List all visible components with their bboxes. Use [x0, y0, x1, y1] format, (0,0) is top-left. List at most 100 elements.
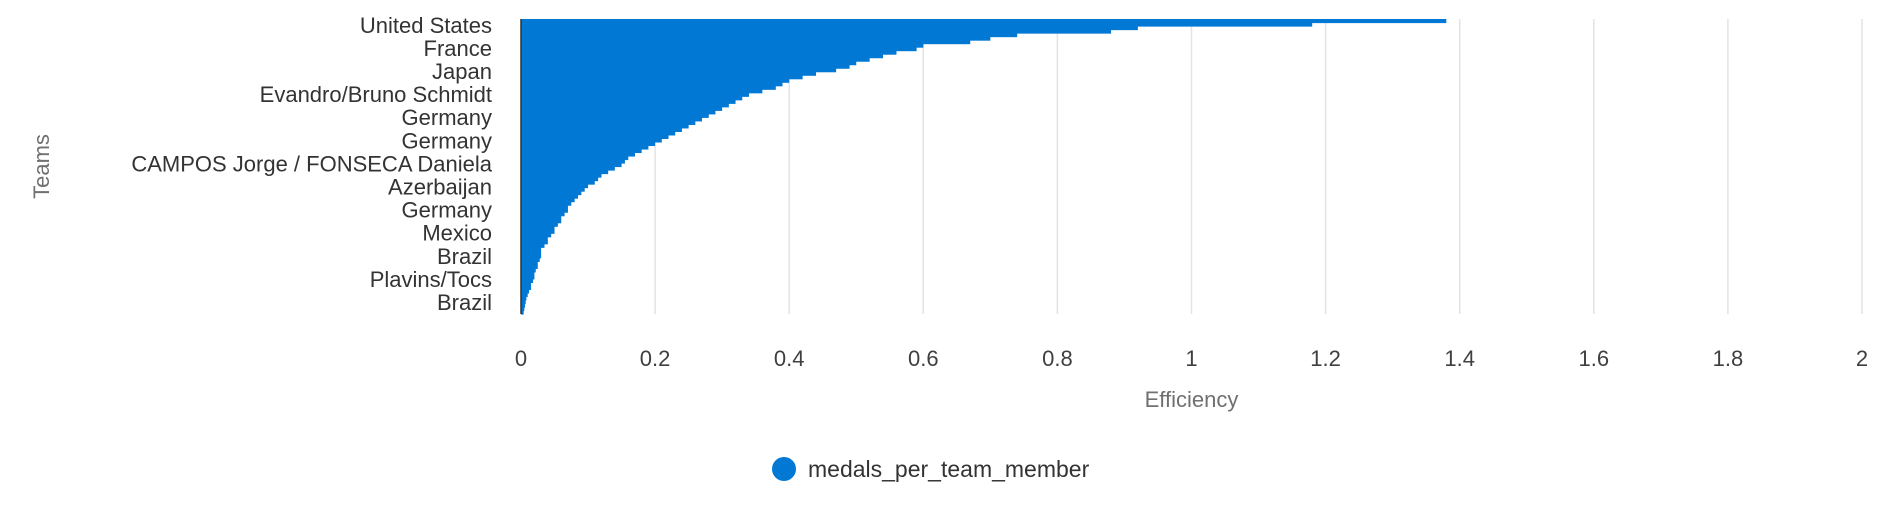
bar[interactable]: [521, 222, 558, 227]
bar[interactable]: [521, 22, 1313, 27]
x-tick-label: 1: [1185, 346, 1197, 371]
bar[interactable]: [521, 124, 689, 129]
bar[interactable]: [521, 229, 555, 234]
bar[interactable]: [521, 117, 703, 122]
bar[interactable]: [521, 215, 562, 220]
bar[interactable]: [521, 159, 625, 164]
bar[interactable]: [521, 292, 528, 298]
bar[interactable]: [521, 71, 817, 76]
bar[interactable]: [521, 243, 545, 248]
bar[interactable]: [521, 198, 575, 203]
legend-label: medals_per_team_member: [808, 456, 1090, 482]
bar[interactable]: [521, 152, 635, 157]
bar[interactable]: [521, 271, 535, 276]
bar[interactable]: [521, 96, 743, 101]
x-tick-label: 1.4: [1444, 346, 1475, 371]
bar[interactable]: [521, 184, 589, 189]
bar[interactable]: [521, 92, 749, 97]
bar[interactable]: [521, 226, 555, 231]
bar[interactable]: [521, 261, 538, 266]
bar[interactable]: [521, 177, 599, 182]
bar[interactable]: [521, 194, 578, 199]
bar[interactable]: [521, 85, 776, 90]
bar[interactable]: [521, 205, 568, 210]
bar[interactable]: [521, 89, 763, 94]
bar[interactable]: [521, 268, 536, 273]
bar[interactable]: [521, 233, 552, 238]
bar[interactable]: [521, 247, 542, 252]
bar[interactable]: [521, 36, 991, 41]
bar[interactable]: [521, 103, 729, 108]
bar[interactable]: [521, 170, 609, 175]
bar[interactable]: [521, 54, 884, 59]
category-label: Evandro/Bruno Schmidt: [260, 82, 492, 107]
bar[interactable]: [521, 264, 538, 269]
bar[interactable]: [521, 78, 790, 83]
bar[interactable]: [521, 201, 572, 206]
bar[interactable]: [521, 106, 723, 111]
bar[interactable]: [521, 120, 696, 125]
bar[interactable]: [521, 138, 662, 143]
bar[interactable]: [521, 299, 526, 305]
category-label: CAMPOS Jorge / FONSECA Daniela: [131, 151, 492, 176]
x-tick-label: 0.4: [774, 346, 805, 371]
bar[interactable]: [521, 148, 642, 154]
bar[interactable]: [521, 282, 532, 287]
bar[interactable]: [521, 33, 1018, 38]
bar[interactable]: [521, 40, 971, 45]
bar[interactable]: [521, 75, 803, 80]
legend[interactable]: medals_per_team_member: [772, 456, 1090, 482]
bar[interactable]: [521, 29, 1112, 34]
bar[interactable]: [521, 306, 525, 312]
bar[interactable]: [521, 173, 602, 178]
bar[interactable]: [521, 191, 582, 196]
bar[interactable]: [521, 134, 669, 140]
bar[interactable]: [521, 99, 736, 104]
bar[interactable]: [521, 141, 656, 147]
bar[interactable]: [521, 310, 524, 315]
bar[interactable]: [521, 275, 535, 280]
bar[interactable]: [521, 50, 897, 55]
bar[interactable]: [521, 113, 709, 118]
category-label: France: [424, 36, 492, 61]
bar[interactable]: [521, 155, 629, 161]
category-label: Germany: [402, 198, 492, 223]
x-tick-label: 1.8: [1713, 346, 1744, 371]
bar[interactable]: [521, 19, 1447, 24]
bar[interactable]: [521, 278, 534, 283]
bar[interactable]: [521, 208, 568, 213]
x-tick-label: 1.6: [1579, 346, 1610, 371]
category-label: Japan: [432, 59, 492, 84]
bar[interactable]: [521, 57, 870, 62]
bar[interactable]: [521, 285, 532, 291]
bar[interactable]: [521, 240, 548, 245]
bar[interactable]: [521, 47, 917, 52]
bar[interactable]: [521, 289, 530, 294]
x-tick-label: 0.2: [640, 346, 671, 371]
bar[interactable]: [521, 61, 857, 66]
bar[interactable]: [521, 236, 548, 241]
bar[interactable]: [521, 187, 585, 192]
bar[interactable]: [521, 254, 542, 259]
bar[interactable]: [521, 43, 924, 48]
bar[interactable]: [521, 64, 850, 69]
bar[interactable]: [521, 68, 837, 73]
category-label: Brazil: [437, 244, 492, 269]
bar[interactable]: [521, 110, 716, 115]
bar[interactable]: [521, 212, 565, 217]
bar[interactable]: [521, 131, 676, 136]
bar[interactable]: [521, 145, 649, 150]
bar[interactable]: [521, 219, 562, 224]
bar[interactable]: [521, 26, 1138, 31]
bar[interactable]: [521, 162, 622, 168]
bar[interactable]: [521, 257, 540, 262]
bar[interactable]: [521, 296, 527, 301]
x-tick-label: 0: [515, 346, 527, 371]
bar[interactable]: [521, 82, 783, 87]
bar[interactable]: [521, 127, 682, 132]
bar[interactable]: [521, 303, 526, 308]
category-label: Azerbaijan: [388, 175, 492, 200]
bar[interactable]: [521, 250, 542, 255]
bar[interactable]: [521, 180, 595, 185]
bar[interactable]: [521, 166, 615, 171]
